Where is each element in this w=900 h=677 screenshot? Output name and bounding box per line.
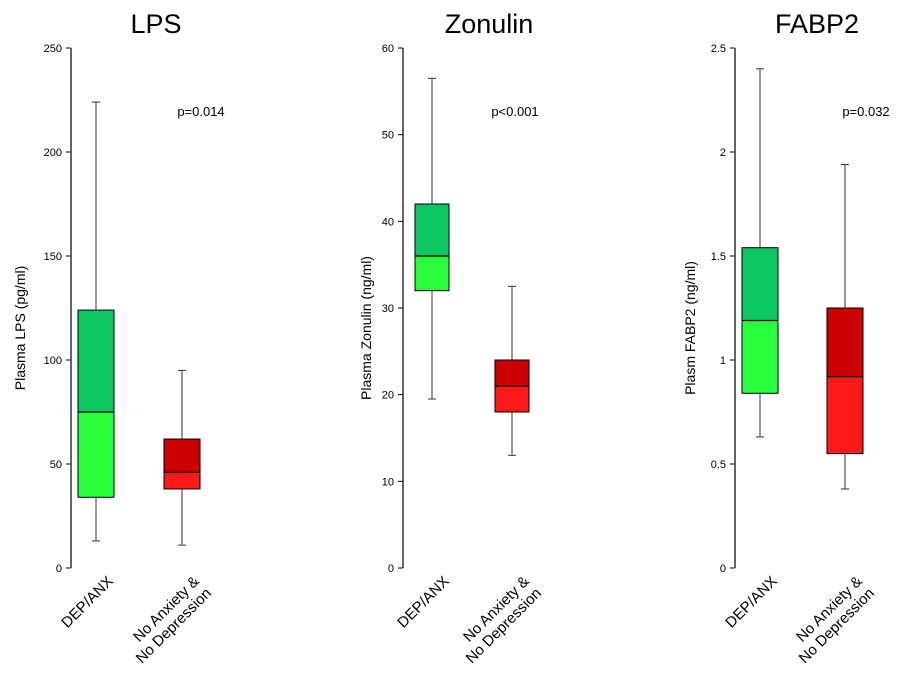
- y-tick-label: 50: [50, 459, 62, 471]
- x-category-label: DEP/ANX: [722, 573, 781, 632]
- y-tick-label: 1.5: [711, 251, 726, 263]
- y-axis-label: Plasm FABP2 (ng/ml): [682, 261, 698, 395]
- y-tick-label: 20: [382, 390, 394, 402]
- box-lower-half: [827, 376, 863, 454]
- x-category-line: DEP/ANX: [394, 573, 453, 632]
- box-outline: [414, 203, 450, 292]
- p-value-annotation: p=0.032: [842, 104, 889, 119]
- p-value-annotation: p<0.001: [491, 104, 538, 119]
- p-value-annotation: p=0.014: [177, 104, 224, 119]
- chart-panel-fabp2: FABP2 0 0.5 1 1.5 2 2.5 Plasm FABP2 (ng/ml) DEP/…: [682, 9, 890, 667]
- chart-panel-zonulin: Zonulin 0 10 20 30 40 50 60 Plasma Zonulin (ng/m…: [358, 9, 545, 667]
- x-category-text: No Anxiety &No Depression: [784, 573, 878, 667]
- chart-panel-lps: LPS 0 50 100 150 200 250 Plasma LPS (pg/ml) DEP/…: [12, 9, 225, 667]
- y-axis-label: Plasma LPS (pg/ml): [12, 266, 28, 390]
- box-lower-half: [78, 412, 114, 498]
- box-lower-half: [415, 256, 449, 291]
- chart-title: LPS: [130, 9, 181, 39]
- box-no-anxiety-no-depression: [826, 163, 864, 490]
- box-dep-anx: [741, 68, 779, 438]
- x-category-text: No Anxiety &No Depression: [451, 573, 545, 667]
- x-category-text: DEP/ANX: [58, 573, 117, 632]
- x-category-text: DEP/ANX: [722, 573, 781, 632]
- y-tick-label: 10: [382, 476, 394, 488]
- y-tick-label: 60: [382, 43, 394, 55]
- x-category-label: No Anxiety &No Depression: [451, 573, 545, 667]
- y-tick-label: 30: [382, 303, 394, 315]
- box-upper-half: [78, 310, 114, 412]
- x-category-label: No Anxiety &No Depression: [121, 573, 215, 667]
- y-tick-label: 0.5: [711, 459, 726, 471]
- box-outline: [163, 438, 201, 490]
- box-dep-anx: [414, 77, 450, 400]
- box-upper-half: [495, 360, 529, 386]
- box-outline: [77, 309, 115, 498]
- box-dep-anx: [77, 101, 115, 542]
- y-tick-label: 250: [44, 43, 62, 55]
- x-category-label: DEP/ANX: [394, 573, 453, 632]
- box-outline: [826, 307, 864, 455]
- box-no-anxiety-no-depression: [494, 285, 530, 456]
- chart-title: FABP2: [775, 9, 859, 39]
- y-tick-label: 0: [388, 563, 394, 575]
- x-category-text: No Anxiety &No Depression: [121, 573, 215, 667]
- y-tick-label: 0: [56, 563, 62, 575]
- box-upper-half: [415, 204, 449, 256]
- y-tick-label: 1: [720, 355, 726, 367]
- box-upper-half: [742, 247, 778, 321]
- x-category-label: DEP/ANX: [58, 573, 117, 632]
- y-tick-label: 40: [382, 216, 394, 228]
- y-tick-label: 200: [44, 147, 62, 159]
- box-no-anxiety-no-depression: [163, 369, 201, 546]
- y-tick-label: 2: [720, 147, 726, 159]
- box-lower-half: [495, 386, 529, 412]
- y-tick-label: 0: [720, 563, 726, 575]
- x-category-line: DEP/ANX: [722, 573, 781, 632]
- chart-title: Zonulin: [445, 9, 534, 39]
- y-tick-label: 100: [44, 355, 62, 367]
- box-upper-half: [827, 308, 863, 377]
- box-lower-half: [742, 320, 778, 394]
- y-tick-label: 150: [44, 251, 62, 263]
- x-category-label: No Anxiety &No Depression: [784, 573, 878, 667]
- x-category-text: DEP/ANX: [394, 573, 453, 632]
- y-axis-label: Plasma Zonulin (ng/ml): [358, 256, 374, 400]
- y-tick-label: 50: [382, 130, 394, 142]
- box-upper-half: [164, 439, 200, 473]
- box-lower-half: [164, 472, 200, 489]
- x-category-line: DEP/ANX: [58, 573, 117, 632]
- y-tick-label: 2.5: [711, 43, 726, 55]
